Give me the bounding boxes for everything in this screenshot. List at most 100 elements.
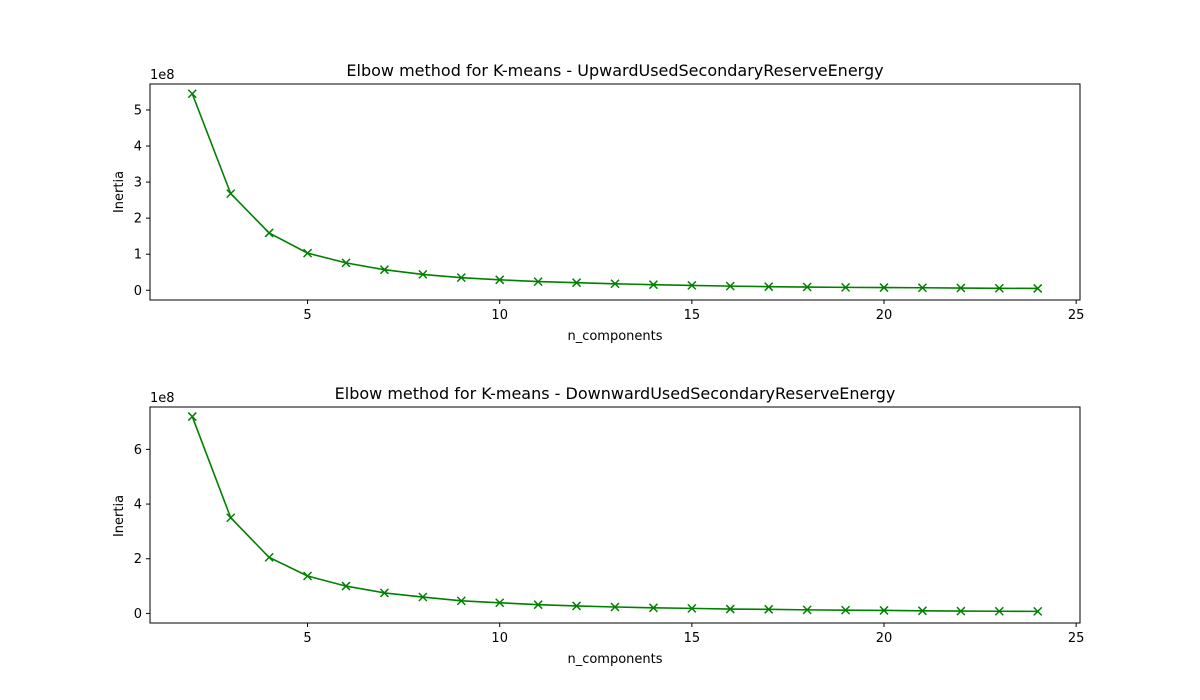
marker-stroke <box>917 606 927 616</box>
x-tick-label: 25 <box>1068 308 1085 323</box>
data-point-marker <box>303 248 313 258</box>
data-point-marker <box>917 606 927 616</box>
data-point-marker <box>456 596 466 606</box>
marker-stroke <box>379 265 389 275</box>
x-tick-label: 15 <box>684 308 701 323</box>
data-point-marker <box>418 269 428 279</box>
marker-stroke <box>610 602 620 612</box>
data-point-marker <box>841 282 851 292</box>
data-point-marker <box>341 581 351 591</box>
marker-stroke <box>226 513 236 523</box>
x-tick-label: 20 <box>876 308 893 323</box>
y-offset-text: 1e8 <box>150 391 175 406</box>
data-point-marker <box>1033 283 1043 293</box>
marker-stroke <box>802 605 812 615</box>
y-tick-label: 1 <box>134 248 142 263</box>
data-point-marker <box>956 283 966 293</box>
data-point-marker <box>379 265 389 275</box>
axes-frame <box>149 83 1081 301</box>
marker-stroke <box>764 604 774 614</box>
marker-stroke <box>456 596 466 606</box>
marker-stroke <box>648 280 658 290</box>
marker-stroke <box>456 273 466 283</box>
marker-stroke <box>956 606 966 616</box>
data-point-marker <box>956 606 966 616</box>
data-point-marker <box>841 605 851 615</box>
y-axis-label: Inertia <box>112 171 127 213</box>
data-point-marker <box>226 189 236 199</box>
y-tick-label: 4 <box>134 140 142 155</box>
data-point-marker <box>226 513 236 523</box>
x-tick-label: 25 <box>1068 631 1085 646</box>
y-tick-label: 5 <box>134 103 142 118</box>
marker-stroke <box>226 189 236 199</box>
data-point-marker <box>687 603 697 613</box>
data-point-marker <box>994 283 1004 293</box>
data-point-marker <box>648 603 658 613</box>
marker-stroke <box>341 581 351 591</box>
x-tick-label: 10 <box>491 308 508 323</box>
data-point-marker <box>648 280 658 290</box>
data-point-marker <box>802 605 812 615</box>
y-tick-label: 2 <box>134 212 142 227</box>
data-point-marker <box>879 605 889 615</box>
series-line <box>191 416 1038 613</box>
chart-panel-0: Elbow method for K-means - UpwardUsedSec… <box>112 61 1084 344</box>
marker-stroke <box>418 269 428 279</box>
data-point-marker <box>725 281 735 291</box>
marker-stroke <box>841 282 851 292</box>
chart-title: Elbow method for K-means - UpwardUsedSec… <box>346 61 883 80</box>
marker-stroke <box>687 603 697 613</box>
data-point-marker <box>572 278 582 288</box>
marker-stroke <box>341 258 351 268</box>
data-point-marker <box>687 280 697 290</box>
data-point-marker <box>1033 606 1043 616</box>
data-point-marker <box>994 606 1004 616</box>
marker-stroke <box>495 598 505 608</box>
data-point-marker <box>418 592 428 602</box>
y-axis-label: Inertia <box>112 495 127 537</box>
marker-stroke <box>572 278 582 288</box>
data-point-marker <box>341 258 351 268</box>
data-point-marker <box>495 598 505 608</box>
data-point-marker <box>495 275 505 285</box>
chart-panel-1: Elbow method for K-means - DownwardUsedS… <box>112 384 1084 667</box>
data-point-marker <box>533 277 543 287</box>
data-point-marker <box>456 273 466 283</box>
marker-stroke <box>264 552 274 562</box>
marker-stroke <box>572 601 582 611</box>
axes-frame <box>149 406 1081 624</box>
marker-stroke <box>764 282 774 292</box>
marker-stroke <box>1033 283 1043 293</box>
x-axis-label: n_components <box>567 329 662 344</box>
marker-stroke <box>495 275 505 285</box>
marker-stroke <box>303 248 313 258</box>
data-point-marker <box>264 228 274 238</box>
data-point-marker <box>264 552 274 562</box>
y-tick-label: 4 <box>134 498 142 513</box>
marker-stroke <box>303 571 313 581</box>
y-tick-label: 2 <box>134 552 142 567</box>
marker-stroke <box>802 282 812 292</box>
y-tick-label: 3 <box>134 176 142 191</box>
data-point-marker <box>187 89 197 99</box>
data-point-marker <box>303 571 313 581</box>
marker-stroke <box>610 279 620 289</box>
marker-stroke <box>648 603 658 613</box>
plot-area <box>187 412 1043 616</box>
data-point-marker <box>802 282 812 292</box>
marker-stroke <box>418 592 428 602</box>
chart-title: Elbow method for K-means - DownwardUsedS… <box>335 384 896 403</box>
marker-stroke <box>533 600 543 610</box>
marker-stroke <box>994 283 1004 293</box>
data-point-marker <box>379 588 389 598</box>
data-point-marker <box>533 600 543 610</box>
data-point-marker <box>917 283 927 293</box>
data-point-marker <box>610 602 620 612</box>
marker-stroke <box>379 588 389 598</box>
data-point-marker <box>764 604 774 614</box>
marker-stroke <box>187 412 197 422</box>
data-point-marker <box>572 601 582 611</box>
marker-stroke <box>1033 606 1043 616</box>
